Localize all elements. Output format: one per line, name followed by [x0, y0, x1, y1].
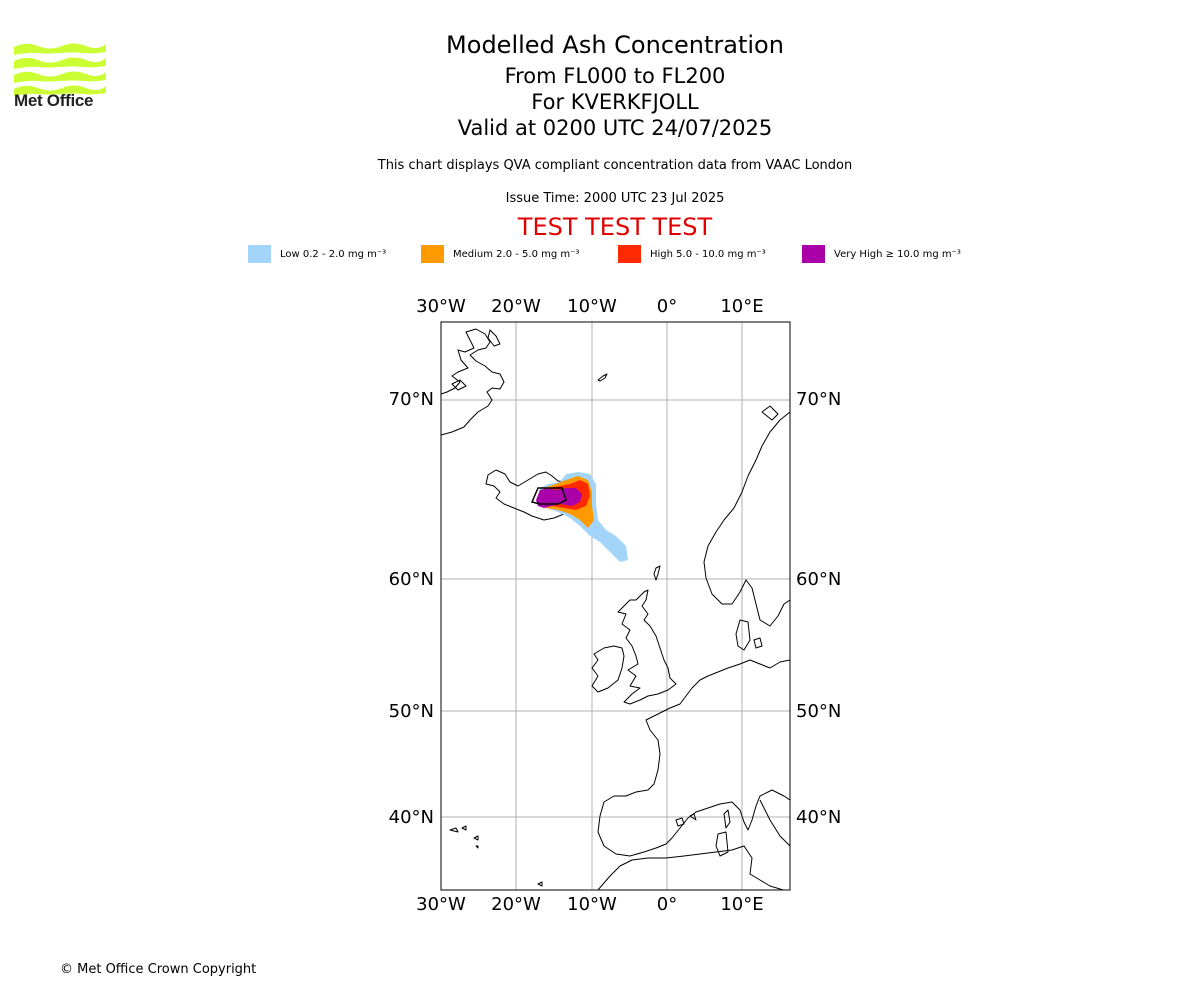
- legend-item-high: High 5.0 - 10.0 mg m⁻³: [618, 244, 766, 264]
- lon-label-bottom-4: 10°E: [720, 894, 763, 915]
- lon-label-top-3: 0°: [657, 296, 677, 317]
- lon-label-top-1: 20°W: [491, 296, 541, 317]
- chart-title: Modelled Ash Concentration: [446, 31, 784, 59]
- lat-label-left-3: 40°N: [389, 807, 434, 828]
- map-border: [440, 321, 791, 891]
- legend-label-medium: Medium 2.0 - 5.0 mg m⁻³: [453, 248, 580, 260]
- lat-label-right-1: 60°N: [796, 569, 841, 590]
- axis-labels: 30°W 20°W 10°W 0° 10°E 30°W 20°W 10°W 0°…: [389, 296, 842, 915]
- flight-level-range: From FL000 to FL200: [504, 64, 726, 88]
- ash-plume: [530, 472, 628, 562]
- legend-item-very-high: Very High ≥ 10.0 mg m⁻³: [802, 244, 961, 264]
- met-office-logo-text: Met Office: [14, 91, 94, 110]
- lon-label-bottom-1: 20°W: [491, 894, 541, 915]
- lon-label-bottom-2: 10°W: [567, 894, 617, 915]
- legend-swatch-low: [248, 245, 271, 263]
- legend-swatch-very-high: [802, 245, 825, 263]
- copyright-notice: © Met Office Crown Copyright: [60, 962, 257, 977]
- volcano-name: For KVERKFJOLL: [531, 90, 699, 114]
- legend-label-high: High 5.0 - 10.0 mg m⁻³: [650, 248, 766, 260]
- lat-label-left-0: 70°N: [389, 389, 434, 410]
- lat-label-left-1: 60°N: [389, 569, 434, 590]
- issue-time: Issue Time: 2000 UTC 23 Jul 2025: [505, 191, 725, 206]
- met-office-logo-waves: [14, 43, 106, 96]
- legend-label-very-high: Very High ≥ 10.0 mg m⁻³: [834, 248, 961, 260]
- legend-label-low: Low 0.2 - 2.0 mg m⁻³: [280, 248, 387, 260]
- valid-time: Valid at 0200 UTC 24/07/2025: [457, 116, 773, 140]
- map-frame: [441, 322, 790, 890]
- legend-swatch-medium: [421, 245, 444, 263]
- legend-item-medium: Medium 2.0 - 5.0 mg m⁻³: [421, 244, 579, 264]
- legend-swatch-high: [618, 245, 641, 263]
- lon-label-top-4: 10°E: [720, 296, 763, 317]
- lat-label-right-2: 50°N: [796, 701, 841, 722]
- lon-label-bottom-3: 0°: [657, 894, 677, 915]
- lon-label-top-2: 10°W: [567, 296, 617, 317]
- lat-label-right-3: 40°N: [796, 807, 841, 828]
- lon-label-top-0: 30°W: [416, 296, 466, 317]
- graticule: [441, 322, 790, 890]
- ash-very-high-contour: [536, 488, 582, 508]
- coastlines: [441, 328, 790, 890]
- release-area-outline: [530, 487, 567, 505]
- lon-label-bottom-0: 30°W: [416, 894, 466, 915]
- lat-label-left-2: 50°N: [389, 701, 434, 722]
- test-banner: TEST TEST TEST: [517, 213, 713, 241]
- legend-item-low: Low 0.2 - 2.0 mg m⁻³: [248, 244, 386, 264]
- concentration-legend: Low 0.2 - 2.0 mg m⁻³ Medium 2.0 - 5.0 mg…: [0, 244, 1200, 264]
- chart-description: This chart displays QVA compliant concen…: [377, 158, 853, 173]
- lat-label-right-0: 70°N: [796, 389, 841, 410]
